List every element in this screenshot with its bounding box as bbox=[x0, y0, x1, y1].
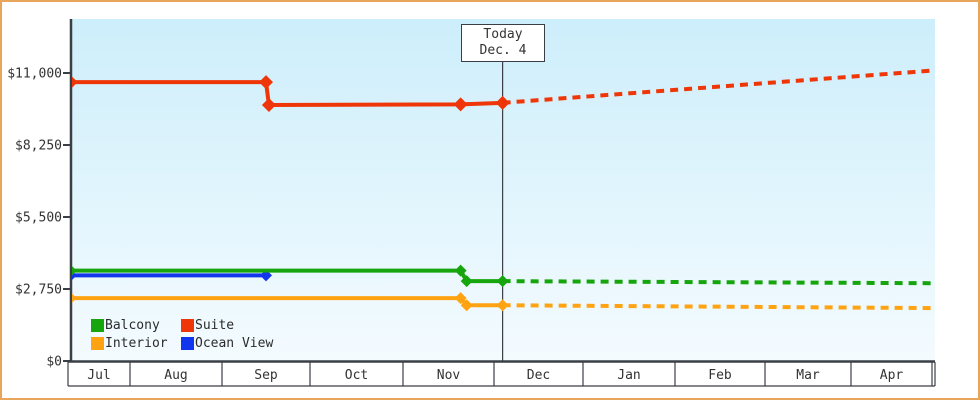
month-band: Jul Aug Sep Oct Nov Dec Jan Feb Mar Apr bbox=[67, 362, 936, 387]
series-group bbox=[72, 68, 935, 312]
series-marker-interior bbox=[454, 292, 467, 305]
legend-swatch-balcony bbox=[91, 318, 104, 332]
y-axis-label: $5,500 bbox=[15, 211, 62, 226]
series-marker-interior bbox=[460, 299, 473, 312]
month-label-aug: Aug bbox=[164, 368, 187, 383]
series-projection-balcony bbox=[502, 279, 935, 286]
series-marker-balcony bbox=[454, 264, 467, 277]
month-label-mar: Mar bbox=[796, 368, 820, 383]
series-marker-suite bbox=[453, 97, 468, 112]
today-label: Today bbox=[483, 27, 523, 42]
series-line-balcony bbox=[72, 268, 503, 284]
series-marker-suite bbox=[495, 95, 510, 110]
series-projection-suite bbox=[502, 68, 935, 105]
series-marker-interior bbox=[496, 299, 509, 312]
legend-item-balcony: Balcony bbox=[91, 318, 181, 333]
month-label-nov: Nov bbox=[437, 368, 461, 383]
legend-swatch-suite bbox=[181, 318, 194, 332]
series-marker-balcony bbox=[496, 275, 509, 288]
chart-legend: Balcony Suite Interior Ocean View bbox=[91, 316, 331, 352]
legend-swatch-ocean-view bbox=[181, 336, 194, 350]
today-annotation-box: Today Dec. 4 bbox=[461, 24, 545, 62]
month-label-jul: Jul bbox=[87, 368, 110, 383]
series-marker-suite bbox=[259, 75, 273, 90]
y-axis-label: $11,000 bbox=[7, 67, 62, 82]
series-projection-interior bbox=[502, 303, 935, 311]
legend-label-interior: Interior bbox=[105, 335, 168, 351]
series-line-interior bbox=[72, 296, 503, 308]
month-label-dec: Dec bbox=[527, 368, 550, 383]
legend-item-ocean-view: Ocean View bbox=[181, 335, 274, 351]
month-label-apr: Apr bbox=[880, 368, 904, 383]
series-marker-suite bbox=[261, 97, 276, 112]
legend-label-balcony: Balcony bbox=[105, 317, 160, 333]
month-label-jan: Jan bbox=[617, 368, 640, 383]
today-date-label: Dec. 4 bbox=[479, 43, 527, 58]
series-marker-balcony bbox=[72, 266, 77, 276]
legend-row: Interior Ocean View bbox=[91, 334, 331, 352]
month-label-sep: Sep bbox=[254, 368, 278, 383]
series-marker-suite bbox=[72, 76, 78, 88]
month-label-oct: Oct bbox=[345, 368, 368, 383]
y-axis: $0 $2,750 $5,500 $8,250 $11,000 bbox=[7, 67, 71, 370]
legend-label-suite: Suite bbox=[195, 317, 235, 333]
month-label-feb: Feb bbox=[708, 368, 732, 383]
legend-item-suite: Suite bbox=[181, 318, 271, 333]
legend-row: Balcony Suite bbox=[91, 316, 331, 334]
y-axis-label: $8,250 bbox=[15, 139, 62, 154]
y-axis-label: $0 bbox=[46, 355, 62, 370]
legend-item-interior: Interior bbox=[91, 336, 181, 351]
series-marker-balcony bbox=[460, 275, 473, 288]
series-marker-interior bbox=[72, 293, 77, 303]
legend-swatch-interior bbox=[91, 336, 104, 350]
y-axis-label: $2,750 bbox=[15, 283, 62, 298]
legend-label-ocean-view: Ocean View bbox=[195, 335, 274, 351]
